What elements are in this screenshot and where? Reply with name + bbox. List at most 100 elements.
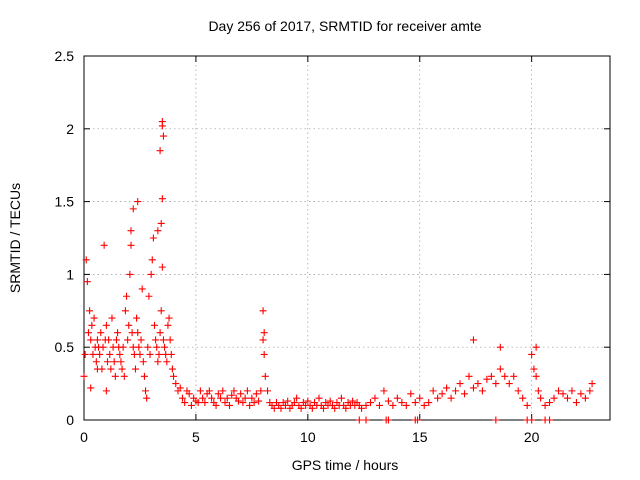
data-point bbox=[136, 350, 144, 358]
data-point bbox=[586, 387, 594, 395]
data-point bbox=[176, 384, 184, 392]
data-point bbox=[260, 329, 268, 337]
data-point bbox=[164, 321, 172, 329]
data-point bbox=[389, 401, 397, 409]
data-point bbox=[568, 387, 576, 395]
data-point bbox=[92, 358, 100, 366]
x-tick-label: 5 bbox=[192, 429, 200, 445]
data-point bbox=[443, 384, 451, 392]
data-point bbox=[546, 399, 554, 407]
data-point bbox=[384, 397, 392, 405]
data-point bbox=[159, 132, 167, 140]
data-point bbox=[514, 387, 522, 395]
data-point bbox=[246, 401, 254, 409]
data-point bbox=[165, 314, 173, 322]
data-point bbox=[102, 321, 110, 329]
data-point bbox=[319, 404, 327, 412]
data-point bbox=[97, 329, 105, 337]
data-point bbox=[528, 416, 536, 424]
data-point bbox=[205, 387, 213, 395]
data-point bbox=[248, 394, 256, 402]
data-point bbox=[469, 336, 477, 344]
data-point bbox=[478, 387, 486, 395]
data-point bbox=[127, 241, 135, 249]
data-point bbox=[156, 329, 164, 337]
x-tick-label: 0 bbox=[80, 429, 88, 445]
data-point bbox=[124, 336, 132, 344]
data-point bbox=[530, 365, 538, 373]
y-tick-label: 1 bbox=[66, 266, 74, 282]
chart-title: Day 256 of 2017, SRMTID for receiver amt… bbox=[208, 18, 481, 34]
data-point bbox=[158, 122, 166, 130]
data-point bbox=[362, 401, 370, 409]
data-point bbox=[155, 350, 163, 358]
data-point bbox=[163, 358, 171, 366]
data-point bbox=[161, 343, 169, 351]
data-point bbox=[148, 256, 156, 264]
data-point bbox=[100, 241, 108, 249]
data-point bbox=[420, 401, 428, 409]
data-point bbox=[105, 336, 113, 344]
data-point bbox=[362, 416, 370, 424]
data-point bbox=[127, 227, 135, 235]
data-point bbox=[89, 350, 97, 358]
data-point bbox=[158, 195, 166, 203]
data-point bbox=[375, 401, 383, 409]
data-point bbox=[349, 397, 357, 405]
data-point bbox=[125, 321, 133, 329]
data-point bbox=[147, 270, 155, 278]
data-point bbox=[416, 394, 424, 402]
data-point bbox=[534, 387, 542, 395]
data-point bbox=[230, 387, 238, 395]
data-point bbox=[142, 387, 150, 395]
data-point bbox=[154, 227, 162, 235]
data-point bbox=[80, 372, 88, 380]
data-point bbox=[304, 397, 312, 405]
data-point bbox=[146, 350, 154, 358]
data-point bbox=[221, 399, 229, 407]
x-axis: 0 5 10 15 20 bbox=[80, 56, 540, 445]
data-point bbox=[119, 343, 127, 351]
data-point bbox=[106, 350, 114, 358]
data-point bbox=[384, 416, 392, 424]
data-point bbox=[461, 390, 469, 398]
data-point bbox=[82, 256, 90, 264]
data-point bbox=[219, 387, 227, 395]
data-point bbox=[588, 380, 596, 388]
data-point bbox=[87, 384, 95, 392]
data-point bbox=[172, 380, 180, 388]
data-point bbox=[225, 401, 233, 409]
data-point bbox=[112, 336, 120, 344]
data-point bbox=[134, 329, 142, 337]
data-point bbox=[159, 336, 167, 344]
data-point bbox=[84, 329, 92, 337]
data-point bbox=[153, 343, 161, 351]
data-point bbox=[577, 390, 585, 398]
data-point bbox=[277, 404, 285, 412]
data-point bbox=[228, 391, 236, 399]
data-point bbox=[123, 292, 131, 300]
data-point bbox=[337, 394, 345, 402]
data-point bbox=[214, 390, 222, 398]
data-point bbox=[447, 394, 455, 402]
data-point bbox=[96, 350, 104, 358]
data-point bbox=[407, 390, 415, 398]
data-point bbox=[138, 285, 146, 293]
data-point bbox=[434, 394, 442, 402]
data-point bbox=[201, 399, 209, 407]
data-point bbox=[519, 394, 527, 402]
data-point bbox=[523, 401, 531, 409]
data-point bbox=[510, 372, 518, 380]
data-point bbox=[185, 390, 193, 398]
data-point bbox=[223, 394, 231, 402]
data-point bbox=[402, 401, 410, 409]
data-point bbox=[371, 394, 379, 402]
y-axis-label: SRMTID / TECUs bbox=[7, 183, 23, 293]
data-point bbox=[496, 365, 504, 373]
data-point bbox=[425, 399, 433, 407]
data-point bbox=[250, 399, 258, 407]
data-point bbox=[212, 401, 220, 409]
data-point bbox=[194, 399, 202, 407]
data-point bbox=[93, 336, 101, 344]
data-point bbox=[572, 399, 580, 407]
